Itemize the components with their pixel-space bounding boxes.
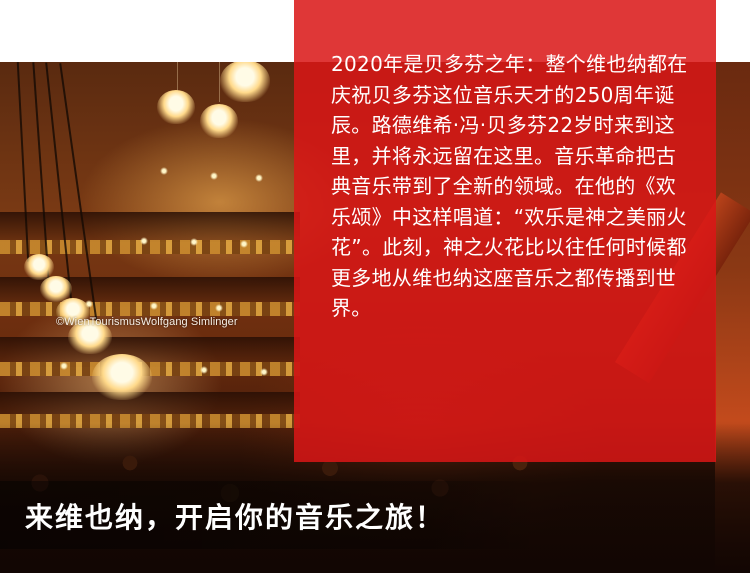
chandelier: [200, 104, 238, 138]
chandelier: [92, 354, 152, 400]
article-body: 2020年是贝多芬之年：整个维也纳都在庆祝贝多芬这位音乐天才的250周年诞辰。路…: [331, 52, 688, 320]
chandelier: [157, 90, 195, 124]
chandelier: [40, 276, 72, 302]
chandelier: [24, 254, 54, 280]
chandelier: [68, 320, 112, 354]
headline: 来维也纳，开启你的音乐之旅！: [25, 501, 446, 534]
photo-credit: ©WienTourismusWolfgang Simlinger: [56, 316, 238, 328]
headline-band: [0, 481, 540, 549]
text-panel: 2020年是贝多芬之年：整个维也纳都在庆祝贝多芬这位音乐天才的250周年诞辰。路…: [294, 0, 716, 462]
chandelier: [220, 62, 270, 102]
